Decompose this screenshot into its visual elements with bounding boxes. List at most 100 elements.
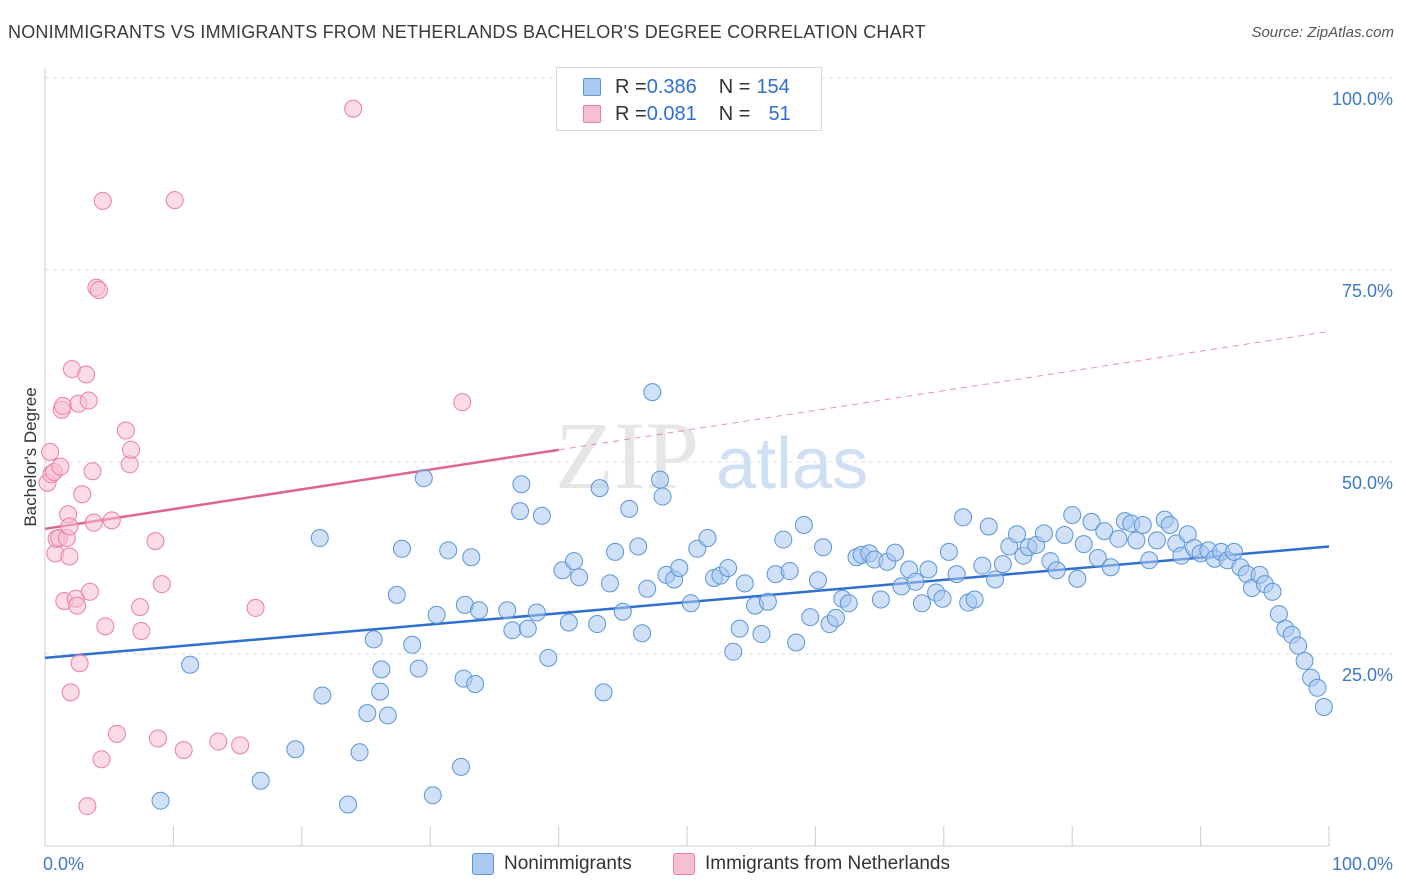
point-nonimmigrants xyxy=(986,570,1005,589)
point-nonimmigrants xyxy=(826,608,845,627)
point-nonimmigrants xyxy=(651,470,670,489)
watermark-zip: ZIP xyxy=(555,402,699,509)
point-nonimmigrants xyxy=(511,502,530,521)
point-nonimmigrants xyxy=(1147,531,1166,550)
point-nonimmigrants xyxy=(518,619,537,638)
series-immigrants-points xyxy=(38,99,472,816)
point-nonimmigrants xyxy=(808,571,827,590)
point-immigrants xyxy=(231,736,250,755)
point-immigrants xyxy=(61,683,80,702)
point-immigrants xyxy=(132,621,151,640)
point-nonimmigrants xyxy=(600,574,619,593)
point-nonimmigrants xyxy=(392,539,411,558)
point-immigrants xyxy=(96,617,115,636)
point-nonimmigrants xyxy=(947,565,966,584)
point-nonimmigrants xyxy=(539,648,558,667)
watermark: ZIP atlas xyxy=(555,402,868,509)
point-immigrants xyxy=(78,797,97,816)
point-nonimmigrants xyxy=(912,594,931,613)
pink-swatch-icon xyxy=(583,105,601,123)
point-nonimmigrants xyxy=(633,624,652,643)
n-value: 51 xyxy=(768,102,791,125)
point-nonimmigrants xyxy=(1263,582,1282,601)
point-nonimmigrants xyxy=(503,621,522,640)
point-nonimmigrants xyxy=(466,674,485,693)
point-immigrants xyxy=(116,421,135,440)
point-nonimmigrants xyxy=(787,633,806,652)
point-nonimmigrants xyxy=(1082,512,1101,531)
point-nonimmigrants xyxy=(638,579,657,598)
point-nonimmigrants xyxy=(613,602,632,621)
correlation-legend: R = 0.386 N = 154 R = 0.081 N = 51 xyxy=(556,67,822,131)
point-nonimmigrants xyxy=(181,655,200,674)
x-tick-label: 100.0% xyxy=(1332,854,1393,874)
watermark-atlas: atlas xyxy=(716,424,868,504)
point-nonimmigrants xyxy=(1127,531,1146,550)
y-tick-label: 25.0% xyxy=(1342,665,1393,685)
point-nonimmigrants xyxy=(1133,515,1152,534)
point-nonimmigrants xyxy=(973,556,992,575)
point-nonimmigrants xyxy=(427,605,446,624)
point-immigrants xyxy=(122,440,141,459)
point-nonimmigrants xyxy=(387,585,406,604)
point-nonimmigrants xyxy=(1109,529,1128,548)
point-nonimmigrants xyxy=(358,704,377,723)
point-nonimmigrants xyxy=(1140,551,1159,570)
point-immigrants xyxy=(51,457,70,476)
point-nonimmigrants xyxy=(1047,561,1066,580)
point-nonimmigrants xyxy=(1101,558,1120,577)
point-immigrants xyxy=(79,391,98,410)
point-nonimmigrants xyxy=(839,594,858,613)
source-label: Source: ZipAtlas.com xyxy=(1251,24,1394,41)
point-immigrants xyxy=(60,547,79,566)
point-nonimmigrants xyxy=(681,594,700,613)
point-nonimmigrants xyxy=(1007,525,1026,544)
legend-item-nonimmigrants: Nonimmigrants xyxy=(472,851,632,877)
point-nonimmigrants xyxy=(886,543,905,562)
point-nonimmigrants xyxy=(758,592,777,611)
point-nonimmigrants xyxy=(1055,525,1074,544)
legend-label: Nonimmigrants xyxy=(504,853,632,874)
point-nonimmigrants xyxy=(1068,569,1087,588)
point-nonimmigrants xyxy=(1088,549,1107,567)
point-nonimmigrants xyxy=(409,659,428,678)
point-nonimmigrants xyxy=(979,517,998,536)
series-nonimmigrants-points xyxy=(151,383,1333,814)
point-nonimmigrants xyxy=(372,660,391,679)
point-nonimmigrants xyxy=(752,625,771,644)
point-immigrants xyxy=(83,462,102,481)
point-nonimmigrants xyxy=(310,529,329,548)
y-axis-title: Bachelor's Degree xyxy=(21,387,40,526)
point-nonimmigrants xyxy=(780,562,799,581)
point-nonimmigrants xyxy=(1095,522,1114,541)
point-immigrants xyxy=(107,724,126,743)
point-nonimmigrants xyxy=(993,555,1012,574)
y-tick-label: 75.0% xyxy=(1342,281,1393,301)
n-value: 154 xyxy=(756,75,790,98)
point-nonimmigrants xyxy=(1314,697,1333,716)
point-nonimmigrants xyxy=(590,479,609,498)
point-immigrants xyxy=(77,365,96,384)
point-nonimmigrants xyxy=(774,530,793,549)
point-nonimmigrants xyxy=(439,541,458,560)
point-nonimmigrants xyxy=(1308,678,1327,697)
point-nonimmigrants xyxy=(364,630,383,649)
point-nonimmigrants xyxy=(498,601,517,620)
point-nonimmigrants xyxy=(423,786,442,805)
r-label: R = xyxy=(615,102,647,125)
point-nonimmigrants xyxy=(735,574,754,593)
legend-label: Immigrants from Netherlands xyxy=(705,853,950,874)
point-nonimmigrants xyxy=(371,682,390,701)
point-nonimmigrants xyxy=(629,537,648,556)
point-nonimmigrants xyxy=(801,608,820,627)
point-immigrants xyxy=(344,99,363,118)
point-nonimmigrants xyxy=(1160,515,1179,534)
point-nonimmigrants xyxy=(730,619,749,638)
trend-line-immigrants xyxy=(44,448,559,531)
point-nonimmigrants xyxy=(251,771,270,790)
point-nonimmigrants xyxy=(452,757,471,776)
legend-item-immigrants: Immigrants from Netherlands xyxy=(673,851,950,877)
point-nonimmigrants xyxy=(462,548,481,567)
pink-swatch-icon xyxy=(673,853,695,875)
